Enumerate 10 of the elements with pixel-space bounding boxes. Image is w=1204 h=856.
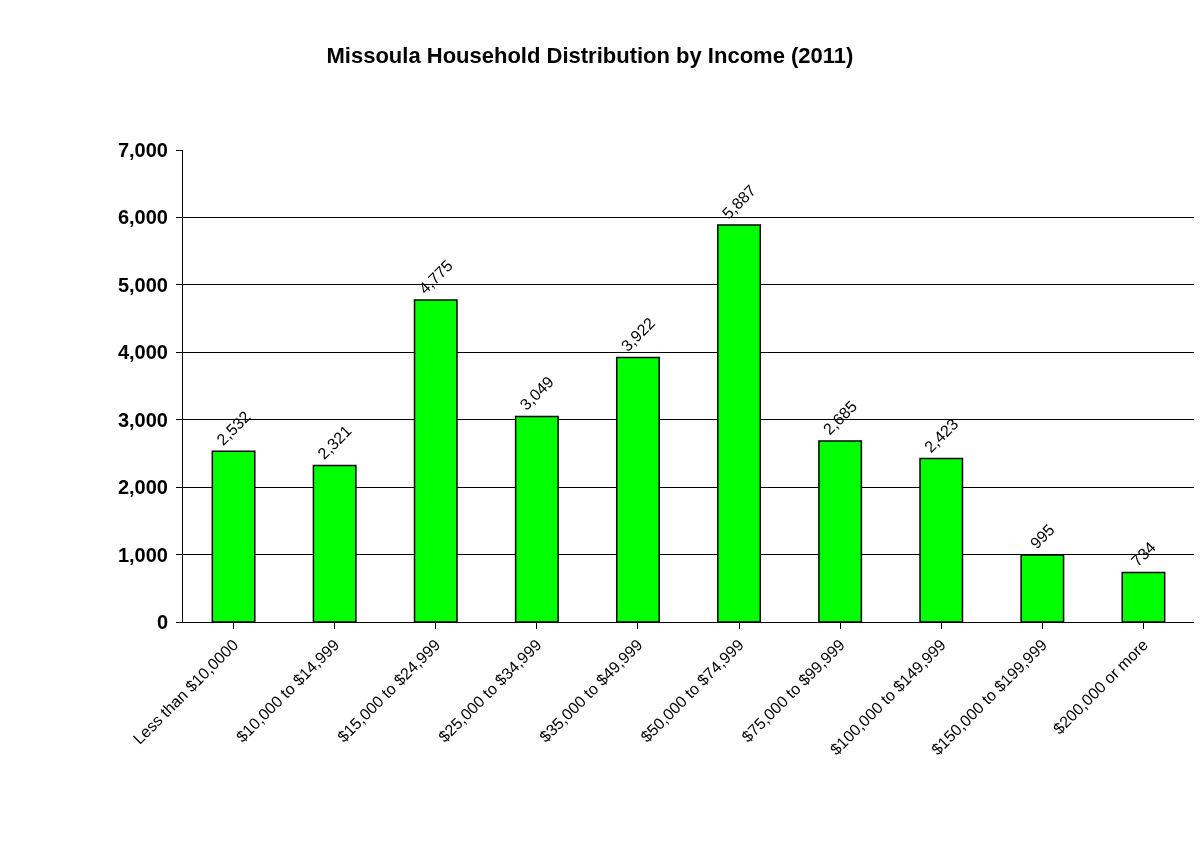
chart-title: Missoula Household Distribution by Income (2011) <box>326 43 854 69</box>
data-label: 995 <box>1026 520 1058 552</box>
y-tick-label: 0 <box>156 611 168 633</box>
y-tick-label: 3,000 <box>117 408 168 431</box>
y-tick-label: 5,000 <box>117 273 168 296</box>
y-tick-label: 2,000 <box>117 476 168 499</box>
y-tick-label: 1,000 <box>117 543 168 566</box>
y-tick-label: 4,000 <box>117 341 168 364</box>
y-tick-label: 6,000 <box>117 206 168 229</box>
y-tick-label: 7,000 <box>117 139 168 161</box>
